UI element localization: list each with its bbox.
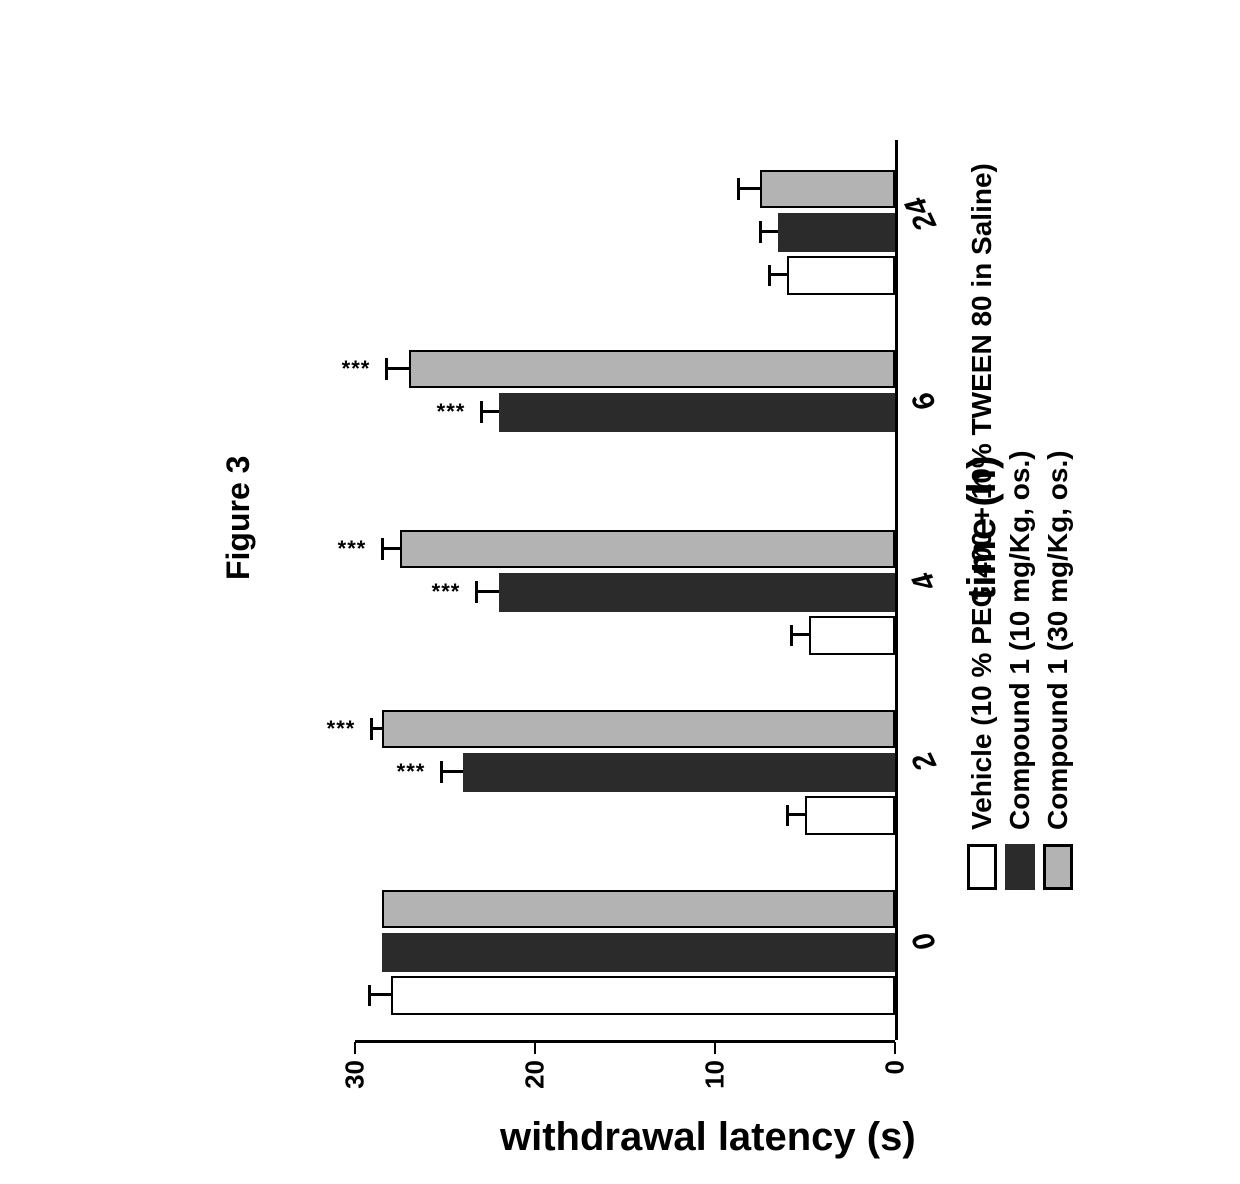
x-tick-label: 0: [906, 927, 944, 956]
bar-vehicle: [809, 616, 895, 655]
legend-item-vehicle: Vehicle (10 % PEG 400 + 10% TWEEN 80 in …: [966, 163, 998, 890]
significance-marker: ***: [431, 579, 460, 605]
errorbar-stem: [386, 367, 409, 370]
x-tick-label: 24: [899, 191, 944, 236]
errorbar-cap: [768, 265, 771, 286]
legend-item-c1_10: Compound 1 (10 mg/Kg, os.): [1004, 163, 1036, 890]
plot-area: 010203002******4******6******24: [355, 140, 895, 1040]
figure-stage: Figure 3 withdrawal latency (s) time (h)…: [0, 0, 1240, 1184]
errorbar-cap: [475, 581, 478, 602]
errorbar-cap: [385, 358, 388, 379]
errorbar-cap: [440, 761, 443, 782]
errorbar-stem: [787, 813, 805, 816]
errorbar-stem: [369, 993, 391, 996]
y-tick: [894, 1042, 896, 1054]
chart-rotator: 010203002******4******6******24: [355, 140, 895, 1040]
bar-vehicle: [391, 976, 895, 1015]
legend-swatch: [967, 844, 997, 890]
y-tick-label: 30: [340, 1060, 371, 1089]
legend-label: Compound 1 (10 mg/Kg, os.): [1004, 450, 1036, 830]
errorbar-cap: [790, 625, 793, 646]
bar-c1_10: [382, 933, 895, 972]
x-tick-label: 2: [906, 747, 944, 776]
y-tick-label: 10: [700, 1060, 731, 1089]
y-tick: [714, 1042, 716, 1054]
errorbar-cap: [786, 805, 789, 826]
significance-marker: ***: [397, 759, 426, 785]
errorbar-cap: [759, 221, 762, 242]
y-axis-line: [355, 1040, 895, 1043]
errorbar-stem: [769, 273, 787, 276]
significance-marker: ***: [437, 399, 466, 425]
y-tick-label: 0: [880, 1060, 911, 1074]
bar-vehicle: [787, 256, 895, 295]
legend-swatch: [1043, 844, 1073, 890]
errorbar-stem: [382, 547, 400, 550]
legend-label: Vehicle (10 % PEG 400 + 10% TWEEN 80 in …: [966, 163, 998, 830]
legend-swatch: [1005, 844, 1035, 890]
bar-c1_30: [760, 170, 895, 209]
errorbar-cap: [368, 985, 371, 1006]
bar-c1_10: [499, 393, 895, 432]
y-tick-label: 20: [520, 1060, 551, 1089]
errorbar-stem: [791, 633, 809, 636]
bar-c1_10: [778, 213, 895, 252]
y-tick: [354, 1042, 356, 1054]
errorbar-stem: [481, 410, 499, 413]
legend: Vehicle (10 % PEG 400 + 10% TWEEN 80 in …: [960, 163, 1080, 890]
errorbar-stem: [441, 770, 463, 773]
errorbar-cap: [370, 718, 373, 739]
errorbar-cap: [381, 538, 384, 559]
bar-c1_30: [400, 530, 895, 569]
significance-marker: ***: [338, 536, 367, 562]
x-tick-label: 4: [906, 567, 944, 596]
errorbar-stem: [760, 230, 778, 233]
bar-c1_30: [409, 350, 895, 389]
bar-c1_10: [463, 753, 895, 792]
x-tick-label: 6: [906, 387, 944, 416]
errorbar-stem: [476, 590, 499, 593]
bar-c1_30: [382, 710, 895, 749]
errorbar-cap: [480, 401, 483, 422]
bar-chart: 010203002******4******6******24: [355, 140, 895, 1040]
legend-item-c1_30: Compound 1 (30 mg/Kg, os.): [1042, 163, 1074, 890]
bar-vehicle: [805, 796, 895, 835]
significance-marker: ***: [341, 356, 370, 382]
errorbar-cap: [737, 178, 740, 199]
y-axis-label: withdrawal latency (s): [500, 1115, 916, 1160]
x-axis-line: [895, 140, 898, 1040]
bar-c1_30: [382, 890, 895, 929]
legend-label: Compound 1 (30 mg/Kg, os.): [1042, 450, 1074, 830]
bar-c1_10: [499, 573, 895, 612]
significance-marker: ***: [327, 716, 356, 742]
errorbar-stem: [738, 187, 760, 190]
y-tick: [534, 1042, 536, 1054]
figure-title: Figure 3: [220, 456, 257, 580]
